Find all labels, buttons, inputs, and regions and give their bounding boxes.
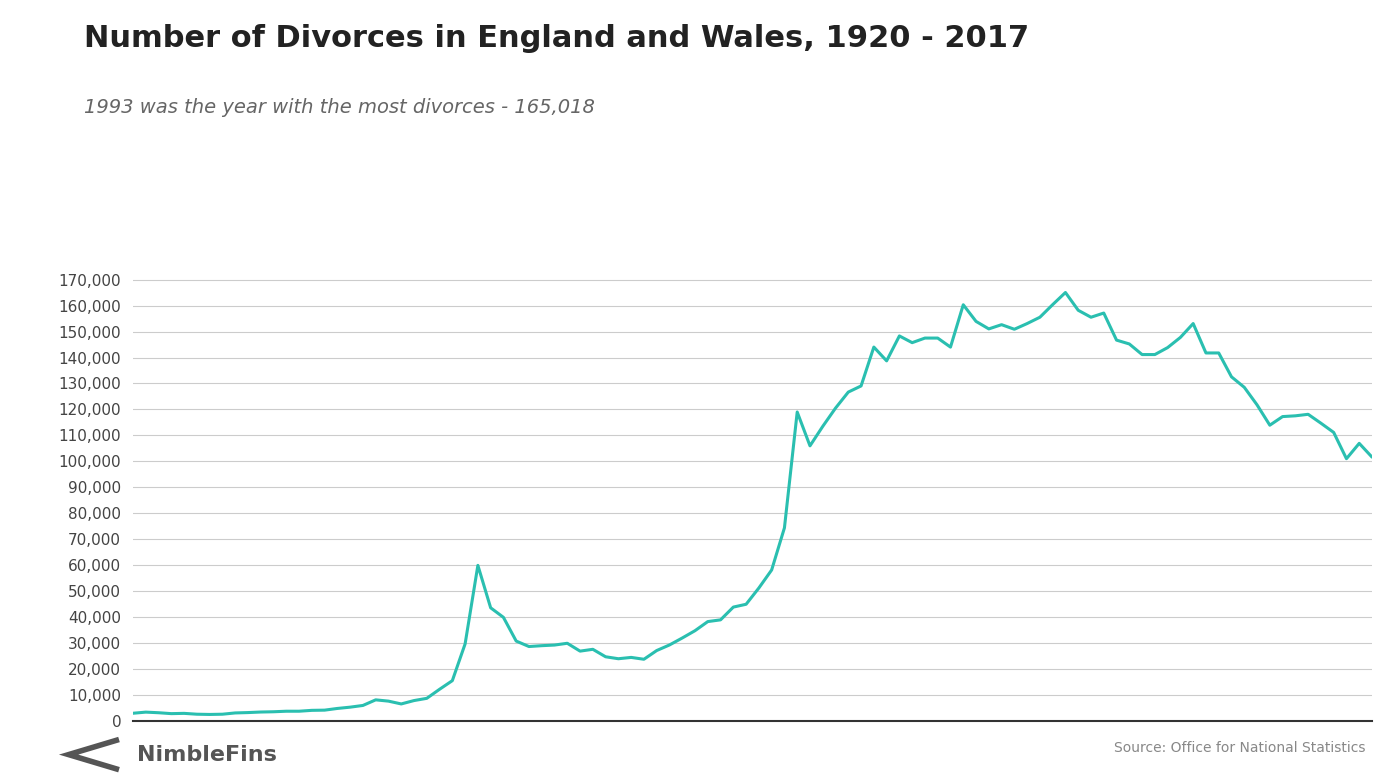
Text: Source: Office for National Statistics: Source: Office for National Statistics xyxy=(1113,741,1365,755)
Text: 1993 was the year with the most divorces - 165,018: 1993 was the year with the most divorces… xyxy=(84,98,595,117)
Text: NimbleFins: NimbleFins xyxy=(137,745,277,764)
Text: Number of Divorces in England and Wales, 1920 - 2017: Number of Divorces in England and Wales,… xyxy=(84,24,1029,53)
